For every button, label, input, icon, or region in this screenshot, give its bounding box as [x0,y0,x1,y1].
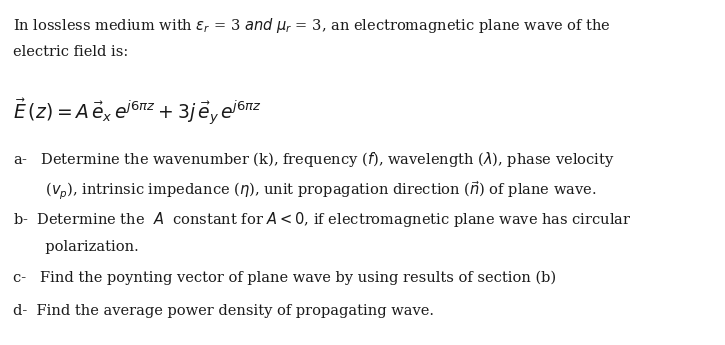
Text: a-   Determine the wavenumber (k), frequency ($f$), wavelength ($\lambda$), phas: a- Determine the wavenumber (k), frequen… [13,150,615,169]
Text: ($v_p$), intrinsic impedance ($\eta$), unit propagation direction ($\vec{n}$) of: ($v_p$), intrinsic impedance ($\eta$), u… [13,179,597,202]
Text: In lossless medium with $\varepsilon_r$ = 3 $\mathit{and}$ $\mu_r$ = 3, an elect: In lossless medium with $\varepsilon_r$ … [13,16,610,34]
Text: c-   Find the poynting vector of plane wave by using results of section (b): c- Find the poynting vector of plane wav… [13,271,556,285]
Text: d-  Find the average power density of propagating wave.: d- Find the average power density of pro… [13,304,434,318]
Text: electric field is:: electric field is: [13,45,128,59]
Text: b-  Determine the  $A$  constant for $A < 0$, if electromagnetic plane wave has : b- Determine the $A$ constant for $A < 0… [13,210,631,229]
Text: polarization.: polarization. [13,240,138,254]
Text: $\vec{E}\,(z) = A\,\vec{e}_x\, e^{j6\pi z} + 3j\,\vec{e}_y\, e^{j6\pi z}$: $\vec{E}\,(z) = A\,\vec{e}_x\, e^{j6\pi … [13,97,262,127]
